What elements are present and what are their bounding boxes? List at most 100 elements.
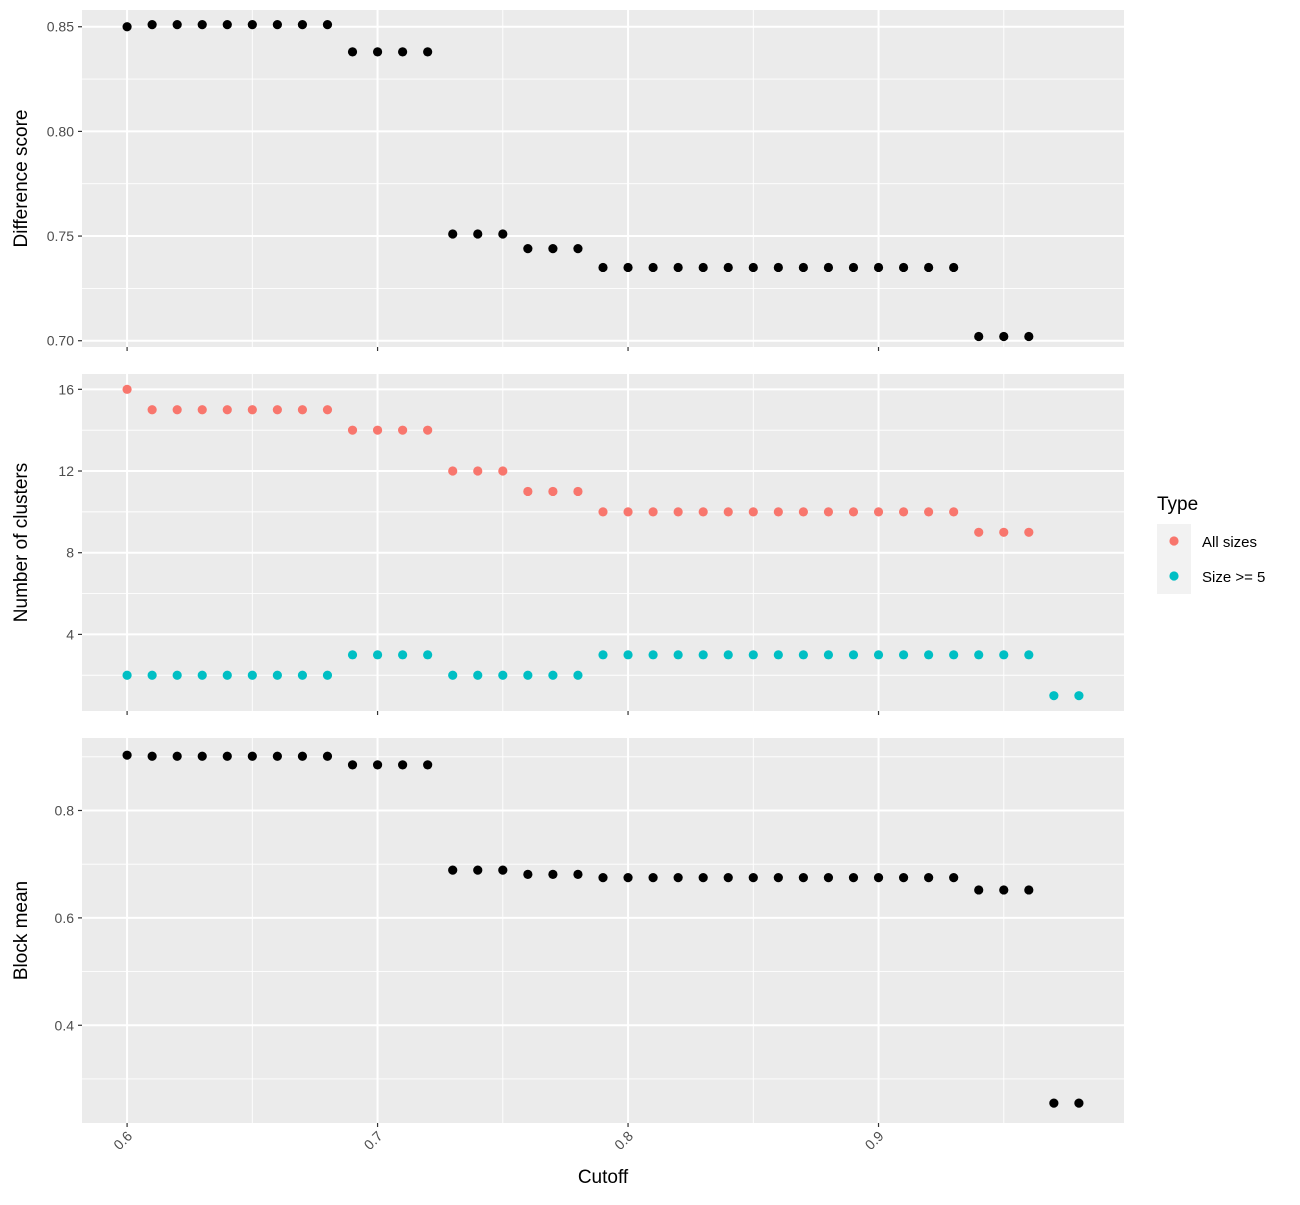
data-point <box>949 650 959 660</box>
data-point <box>473 229 483 239</box>
data-point <box>272 670 282 680</box>
data-point <box>197 751 207 761</box>
panel-background <box>82 10 1124 347</box>
data-point <box>122 670 132 680</box>
y-tick-label: 0.70 <box>47 333 74 349</box>
data-point <box>573 244 583 254</box>
data-point <box>974 527 984 537</box>
y-tick-label: 0.4 <box>55 1017 75 1033</box>
data-point <box>473 466 483 476</box>
data-point <box>798 650 808 660</box>
data-point <box>548 244 558 254</box>
data-point <box>1024 650 1034 660</box>
data-point <box>798 507 808 517</box>
data-point <box>623 507 633 517</box>
data-point <box>398 425 408 435</box>
data-point <box>523 869 533 879</box>
legend-key-background <box>1157 524 1191 594</box>
data-point <box>247 670 257 680</box>
data-point <box>623 873 633 883</box>
data-point <box>272 751 282 761</box>
data-point <box>748 650 758 660</box>
data-point <box>848 650 859 660</box>
data-point <box>823 507 834 517</box>
data-point <box>723 873 733 883</box>
data-point <box>1024 885 1034 895</box>
data-point <box>498 865 508 875</box>
data-point <box>873 873 884 883</box>
panel-block-mean: 0.4 0.6 0.8 Block mean <box>11 738 1124 1127</box>
data-point <box>798 873 808 883</box>
data-point <box>147 751 157 761</box>
data-point <box>723 650 733 660</box>
data-point <box>122 384 132 394</box>
y-tick-label: 0.8 <box>55 802 75 818</box>
data-point <box>698 262 708 273</box>
y-tick-label: 0.6 <box>55 910 75 926</box>
data-point <box>322 20 333 30</box>
data-point <box>498 670 508 680</box>
data-point <box>598 507 608 517</box>
data-point <box>372 650 383 660</box>
data-point <box>1024 527 1034 537</box>
data-point <box>573 869 583 879</box>
legend-label: Size >= 5 <box>1202 569 1265 586</box>
y-tick-label: 0.80 <box>47 123 74 139</box>
data-point <box>197 670 207 680</box>
data-point <box>898 262 909 273</box>
y-tick-label: 0.85 <box>47 19 74 35</box>
x-tick-label: 0.7 <box>361 1128 386 1153</box>
legend-title: Type <box>1157 494 1198 515</box>
data-point <box>423 47 433 57</box>
data-point <box>347 425 358 435</box>
panels-layer: 0.70 0.75 0.80 0.85 Difference score 4 8 12 16 Nu… <box>11 10 1124 1127</box>
data-point <box>873 650 884 660</box>
data-point <box>322 405 333 415</box>
data-point <box>172 751 182 761</box>
data-point <box>1024 331 1034 342</box>
data-point <box>423 425 433 435</box>
data-point <box>698 650 708 660</box>
data-point <box>448 466 458 476</box>
data-point <box>623 262 633 273</box>
panel-background <box>82 738 1124 1123</box>
data-point <box>247 405 257 415</box>
data-point <box>297 405 308 415</box>
data-point <box>748 507 758 517</box>
data-point <box>848 262 859 273</box>
data-point <box>999 331 1009 342</box>
panel-difference-score: 0.70 0.75 0.80 0.85 Difference score <box>11 10 1124 351</box>
data-point <box>873 507 884 517</box>
data-point <box>548 486 558 497</box>
y-tick-label: 8 <box>66 545 74 561</box>
data-point <box>673 262 683 273</box>
data-point <box>999 650 1009 660</box>
data-point <box>873 262 884 273</box>
data-point <box>347 760 358 770</box>
data-point <box>773 507 783 517</box>
series-size-5 <box>122 650 1084 701</box>
data-point <box>573 486 583 497</box>
data-point <box>648 262 658 273</box>
data-point <box>823 650 834 660</box>
legend-key <box>1169 571 1179 581</box>
data-point <box>122 22 132 32</box>
data-point <box>498 466 508 476</box>
data-point <box>974 885 984 895</box>
data-point <box>172 20 182 30</box>
data-point <box>848 873 859 883</box>
y-axis-title: Difference score <box>11 110 32 248</box>
data-point <box>673 507 683 517</box>
data-point <box>448 229 458 239</box>
legend-key <box>1169 536 1179 546</box>
data-point <box>297 20 308 30</box>
panel-number-of-clusters: 4 8 12 16 Number of clusters <box>11 374 1124 715</box>
data-point <box>398 650 408 660</box>
data-point <box>723 262 733 273</box>
data-point <box>924 650 934 660</box>
data-point <box>823 873 834 883</box>
data-point <box>773 262 783 273</box>
x-axis-title: Cutoff <box>578 1167 629 1188</box>
